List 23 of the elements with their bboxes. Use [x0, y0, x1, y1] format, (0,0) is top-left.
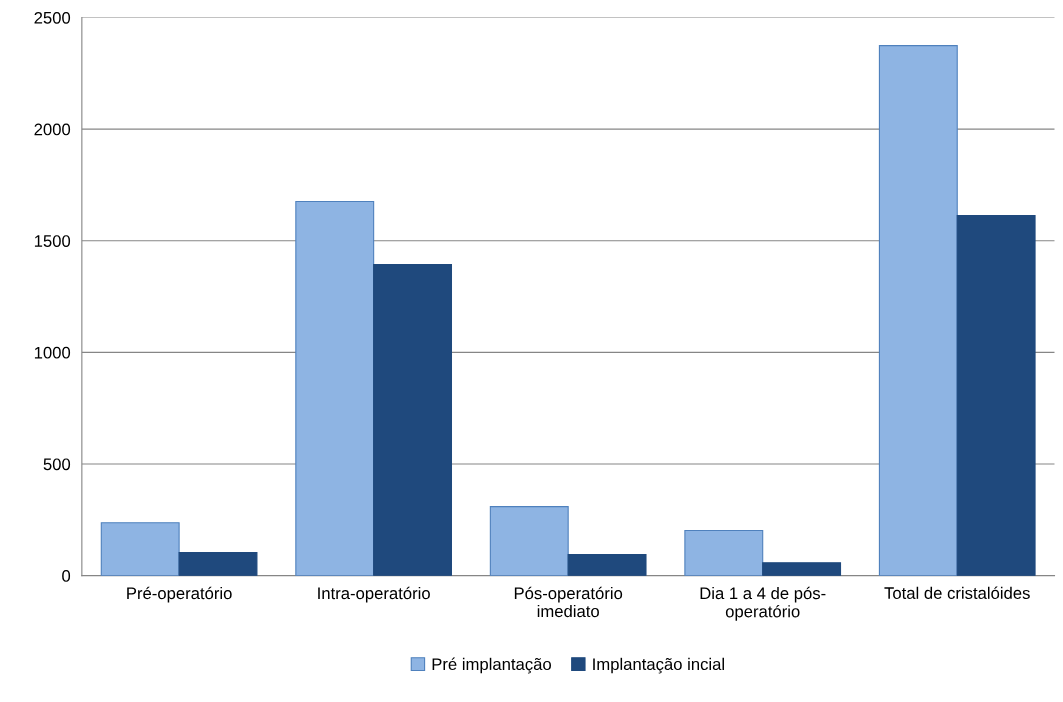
- bar: [878, 45, 958, 576]
- bar: [956, 215, 1036, 576]
- bar: [100, 522, 180, 576]
- x-tick-label: Dia 1 a 4 de pós- operatório: [700, 586, 826, 621]
- legend-label: Implantação incial: [593, 657, 724, 674]
- legend-label: Pré implantação: [432, 657, 551, 674]
- x-tick-label: Total de cristalóides: [884, 586, 1030, 599]
- bar: [373, 264, 453, 576]
- bar: [567, 554, 647, 576]
- bar: [295, 200, 375, 576]
- y-tick-label: 2500: [34, 11, 71, 24]
- y-tick-label: 500: [43, 458, 71, 471]
- bar: [762, 562, 842, 576]
- bar: [489, 506, 569, 576]
- x-tick-label: Pós-operatório imediato: [514, 586, 623, 618]
- bar: [178, 552, 258, 576]
- y-tick-label: 2000: [34, 123, 71, 136]
- y-tick-label: 0: [62, 570, 71, 582]
- x-tick-label: Intra-operatório: [318, 586, 430, 603]
- y-tick-label: 1500: [34, 235, 71, 247]
- x-tick-label: Pré-operatório: [127, 586, 232, 603]
- bar: [684, 529, 764, 576]
- y-tick-label: 1000: [34, 346, 71, 359]
